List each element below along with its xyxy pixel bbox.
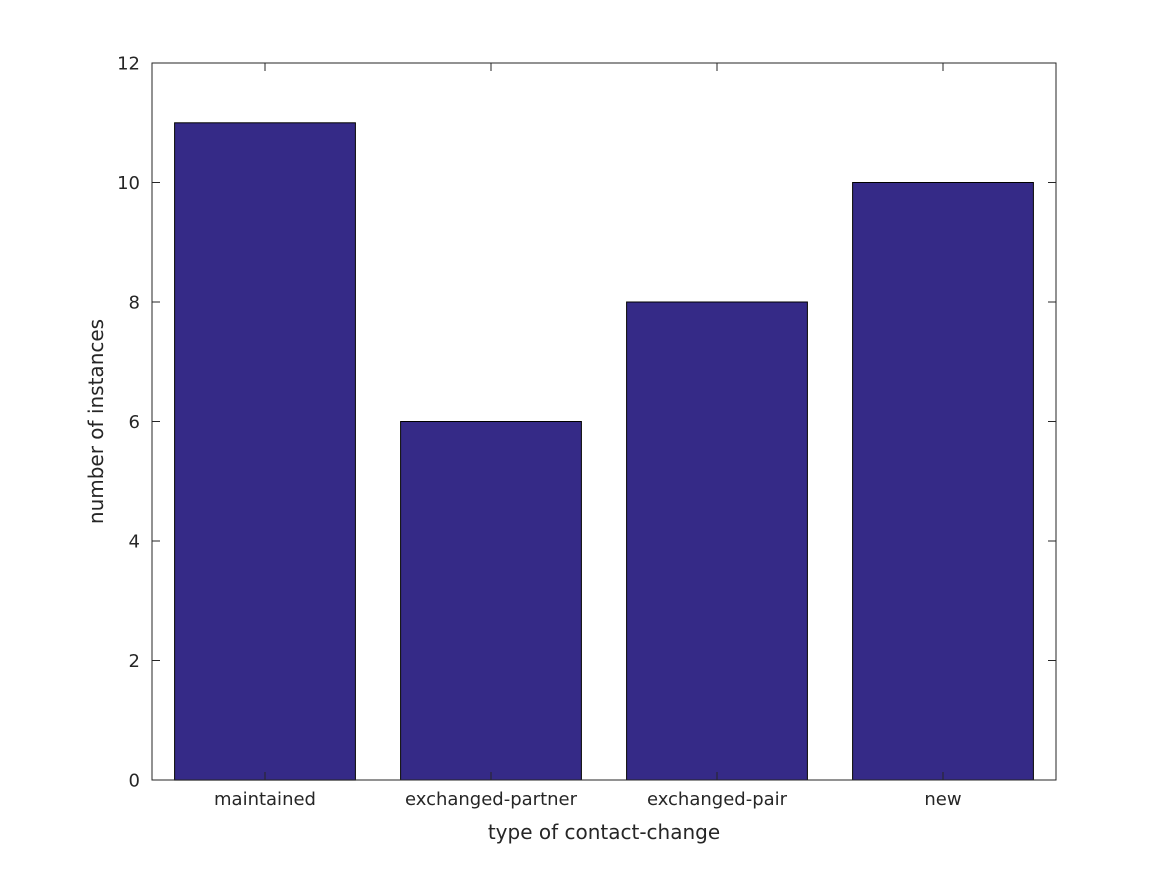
tick-labels-group: 0 2 4 6 8 10 12 maintained exchanged-partner exch…: [117, 54, 962, 811]
x-tick-label: exchanged-partner: [405, 789, 578, 810]
bar-exchanged-partner: [400, 421, 582, 781]
y-axis-label: number of instances: [84, 319, 108, 524]
x-tick-label: new: [924, 789, 961, 810]
y-tick-label: 0: [129, 771, 140, 792]
bar-new: [852, 182, 1034, 781]
y-tick-label: 10: [117, 173, 140, 194]
axes-group: [151, 62, 1057, 781]
bars-group: [174, 122, 1034, 781]
y-tick-label: 12: [117, 54, 140, 75]
x-tick-label: exchanged-pair: [647, 789, 788, 810]
y-tick-label: 4: [129, 532, 140, 553]
x-tick-label: maintained: [214, 789, 316, 810]
bar-exchanged-pair: [626, 301, 808, 781]
bar-maintained: [174, 122, 356, 781]
y-tick-label: 8: [129, 293, 140, 314]
y-tick-label: 6: [129, 412, 140, 433]
y-tick-label: 2: [129, 651, 140, 672]
x-axis-label: type of contact-change: [488, 820, 720, 844]
